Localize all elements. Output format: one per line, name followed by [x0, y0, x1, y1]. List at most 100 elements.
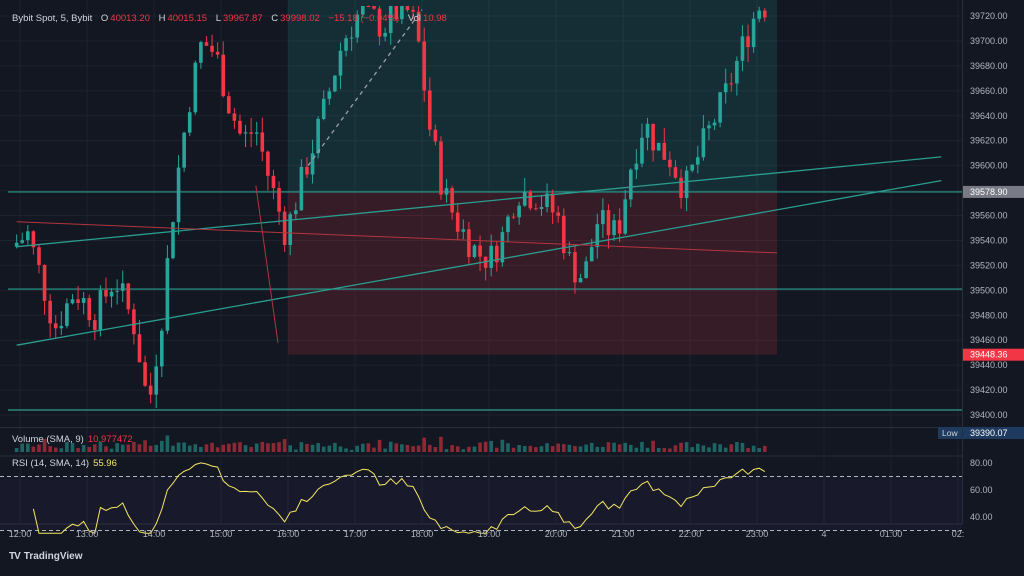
- symbol-label[interactable]: Bybit Spot, 5, Bybit: [12, 13, 93, 24]
- high-value: 40015.15: [167, 13, 208, 24]
- candle-body: [433, 129, 438, 142]
- volume-bar: [204, 444, 209, 452]
- volume-bar: [416, 445, 421, 452]
- volume-bar: [288, 445, 293, 452]
- volume-bar: [349, 449, 354, 452]
- volume-bar: [645, 447, 650, 452]
- volume-bar: [93, 444, 97, 452]
- volume-bar: [227, 443, 231, 452]
- volume-bar: [428, 444, 432, 452]
- candle-body: [148, 385, 153, 395]
- candle-body: [740, 36, 745, 61]
- candle-body: [372, 6, 376, 9]
- candle-body: [723, 83, 728, 93]
- volume-bar: [48, 446, 52, 452]
- time-tick-label: 22:00: [679, 529, 702, 539]
- candle-body: [115, 290, 119, 292]
- open-label: O: [100, 13, 109, 24]
- volume-bar: [478, 442, 482, 452]
- price-tick-label: 39500.00: [970, 285, 1008, 295]
- volume-bar: [740, 442, 745, 452]
- volume-bar: [137, 444, 142, 452]
- volume-bar: [76, 448, 80, 452]
- volume-bar: [193, 444, 198, 452]
- volume-bar: [53, 447, 58, 452]
- volume-bar: [171, 445, 175, 452]
- tradingview-branding[interactable]: TV TradingView: [9, 551, 83, 562]
- volume-bar: [31, 446, 36, 452]
- price-tick-label: 39600.00: [970, 161, 1008, 171]
- volume-bar: [606, 442, 611, 452]
- time-tick-label: 17:00: [344, 529, 367, 539]
- volume-bar: [266, 443, 270, 452]
- candle-body: [561, 215, 566, 254]
- volume-bar: [42, 438, 47, 452]
- candle-body: [227, 96, 231, 114]
- volume-bar: [762, 445, 767, 452]
- price-tag-bg: [963, 426, 1024, 439]
- candle-body: [573, 252, 577, 283]
- volume-bar: [277, 442, 281, 452]
- volume-bar: [14, 447, 19, 452]
- candle-body: [42, 264, 47, 301]
- candle-body: [349, 37, 354, 39]
- candle-body: [98, 290, 103, 330]
- candle-body: [388, 6, 393, 33]
- volume-bar: [444, 449, 449, 452]
- low-value: 39967.87: [223, 13, 263, 24]
- price-tag-bg: [963, 348, 1024, 361]
- volume-bar: [573, 446, 577, 452]
- candle-body: [517, 205, 521, 218]
- candle-body: [668, 159, 672, 168]
- volume-bars: [14, 435, 767, 452]
- volume-bar: [126, 444, 131, 452]
- volume-bar: [511, 447, 516, 452]
- candle-body: [26, 231, 30, 241]
- candle-body: [154, 366, 159, 395]
- candle-body: [662, 142, 667, 160]
- volume-bar: [640, 441, 644, 452]
- rsi-indicator-label: RSI (14, SMA, 14): [12, 458, 90, 469]
- candle-body: [405, 6, 410, 10]
- candle-body: [120, 283, 125, 291]
- candle-body: [528, 192, 533, 209]
- candle-body: [14, 242, 19, 247]
- volume-bar: [383, 448, 387, 452]
- volume-bar: [254, 443, 259, 452]
- volume-bar: [388, 441, 393, 452]
- volume-bar: [59, 448, 64, 452]
- volume-bar: [120, 444, 125, 452]
- volume-bar: [338, 446, 343, 452]
- candle-body: [623, 199, 628, 234]
- candle-body: [422, 41, 427, 91]
- candle-body: [70, 299, 75, 304]
- candle-body: [126, 283, 131, 310]
- volume-bar: [534, 447, 538, 452]
- rsi-axis: 40.00 60.00 80.00: [970, 458, 993, 522]
- volume-bar: [601, 446, 605, 452]
- candle-body: [249, 132, 253, 134]
- price-tick-label: 39480.00: [970, 310, 1008, 320]
- rsi-indicator-legend[interactable]: RSI (14, SMA, 14) 55.96: [12, 458, 117, 469]
- trend-line: [16, 156, 942, 248]
- candle-body: [500, 232, 505, 263]
- candle-body: [182, 132, 186, 168]
- rsi-line: [32, 462, 766, 534]
- volume-bar: [215, 447, 220, 452]
- volume-bar: [506, 443, 510, 452]
- low-label: L: [215, 13, 221, 24]
- volume-bar: [160, 440, 164, 452]
- candle-body: [612, 220, 616, 236]
- volume-bar: [522, 446, 527, 452]
- volume-bar: [483, 441, 488, 452]
- candle-body: [366, 6, 371, 8]
- candle-body: [361, 6, 365, 15]
- volume-bar: [545, 443, 549, 452]
- volume-indicator-legend[interactable]: Volume (SMA, 9) 10.977472: [12, 434, 133, 445]
- price-tag-bg: [963, 185, 1024, 198]
- volume-bar: [87, 446, 92, 452]
- volume-bar: [461, 449, 466, 452]
- candle-body: [305, 166, 309, 175]
- candle-body: [656, 142, 661, 151]
